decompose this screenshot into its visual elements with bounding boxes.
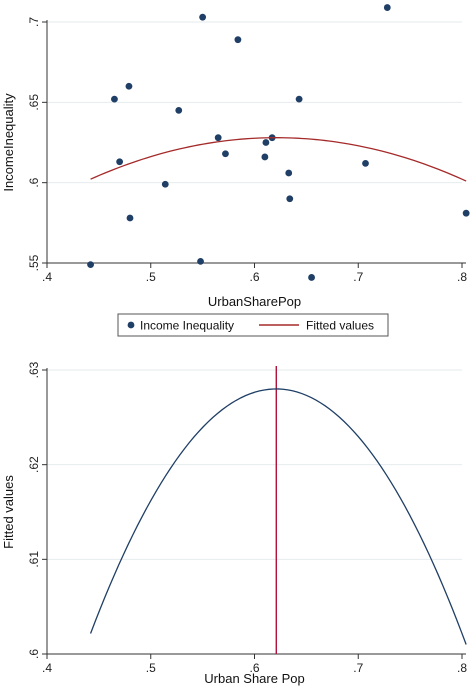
x-tick-label: .8 xyxy=(457,270,467,284)
x-tick-label: .5 xyxy=(146,270,156,284)
data-point xyxy=(125,82,133,90)
y-axis-title: Fitted values xyxy=(1,475,16,549)
fitted-values-line xyxy=(90,137,467,182)
data-point xyxy=(383,4,391,11)
legend-label: Income Inequality xyxy=(140,319,234,333)
legend: Income Inequality Fitted values xyxy=(117,313,389,337)
x-tick-label: .8 xyxy=(457,661,467,675)
y-tick-label: .6 xyxy=(27,649,41,659)
y-axis-title: IncomeInequality xyxy=(1,93,16,192)
data-point xyxy=(308,274,315,281)
x-tick-label: .7 xyxy=(353,661,363,675)
data-point xyxy=(261,153,269,161)
data-point xyxy=(295,95,303,103)
data-point xyxy=(462,209,470,217)
data-point xyxy=(286,195,294,203)
data-point xyxy=(222,150,229,158)
x-tick-label: .4 xyxy=(42,270,52,284)
y-tick-label: .62 xyxy=(27,456,41,473)
y-tick-label: .61 xyxy=(27,551,41,568)
y-tick-label: .65 xyxy=(27,94,41,111)
x-tick-label: .6 xyxy=(249,661,259,675)
x-tick-label: .4 xyxy=(42,661,52,675)
x-tick-label: .5 xyxy=(146,661,156,675)
data-point xyxy=(234,36,242,44)
legend-box xyxy=(117,313,389,337)
data-point xyxy=(214,134,222,142)
data-point xyxy=(126,214,134,222)
y-tick-label: .63 xyxy=(27,361,41,378)
data-point xyxy=(285,169,293,177)
data-point xyxy=(87,261,94,269)
data-point xyxy=(199,13,207,21)
chart-panel-1: .55 .6 .65 .7 .4 .5 .6 .7 .8 UrbanSharePop IncomeI… xyxy=(1,4,470,337)
data-point xyxy=(111,95,118,103)
legend-label: Fitted values xyxy=(306,319,374,333)
data-point xyxy=(262,139,270,146)
y-tick-label: .55 xyxy=(27,254,41,271)
data-point xyxy=(197,257,204,265)
data-point xyxy=(161,180,169,188)
y-tick-label: .6 xyxy=(27,177,41,187)
data-point xyxy=(175,106,183,114)
fitted-curve xyxy=(89,388,467,645)
data-point xyxy=(116,158,124,166)
chart-panel-2: .6 .61 .62 .63 .4 .5 .6 .7 .8 Urban Share Pop Fitt… xyxy=(1,361,467,686)
data-point xyxy=(362,159,369,167)
x-axis-title: Urban Share Pop xyxy=(204,671,304,686)
x-tick-label: .6 xyxy=(249,270,259,284)
y-tick-label: .7 xyxy=(27,17,41,27)
legend-marker-scatter xyxy=(127,321,135,329)
x-tick-label: .7 xyxy=(353,270,363,284)
x-axis-title: UrbanSharePop xyxy=(208,294,301,309)
